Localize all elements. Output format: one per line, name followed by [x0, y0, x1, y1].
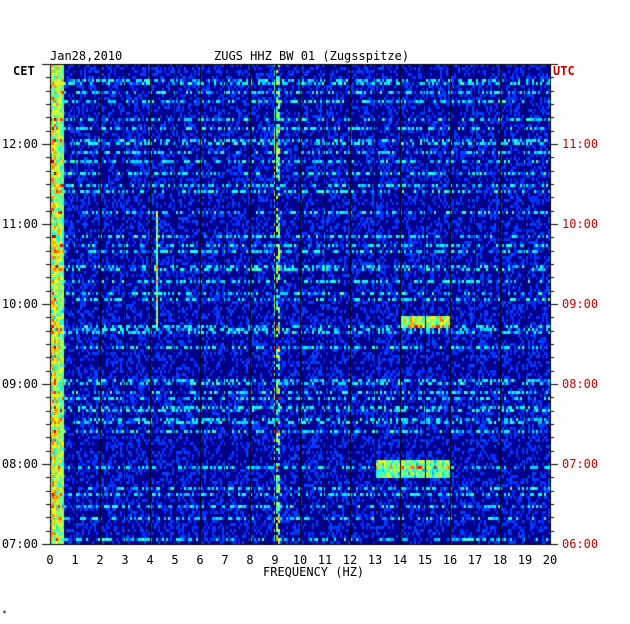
x-tick-label: 15 [417, 553, 433, 567]
x-tick-label: 19 [517, 553, 533, 567]
y-tick-label-right: 07:00 [562, 457, 599, 471]
x-tick-label: 0 [46, 553, 54, 567]
x-tick-label: 7 [221, 553, 229, 567]
x-tick-label: 13 [367, 553, 383, 567]
x-tick-label: 8 [246, 553, 254, 567]
x-axis-label: FREQUENCY (HZ) [263, 565, 365, 579]
footer-mark: * [2, 609, 7, 618]
x-tick-label: 2 [96, 553, 104, 567]
x-tick-label: 12 [342, 553, 358, 567]
x-tick-label: 5 [171, 553, 179, 567]
y-tick-label-left: 09:00 [1, 377, 38, 391]
y-tick-label-right: 10:00 [562, 217, 599, 231]
x-tick-label: 11 [317, 553, 333, 567]
x-tick-label: 16 [442, 553, 458, 567]
station-title: ZUGS HHZ BW 01 (Zugsspitze) [214, 49, 410, 63]
date-label: Jan28,2010 [50, 49, 123, 63]
x-tick-label: 18 [492, 553, 508, 567]
x-tick-label: 4 [146, 553, 154, 567]
x-tick-label: 14 [392, 553, 408, 567]
y-tick-label-left: 08:00 [1, 457, 38, 471]
cet-timezone-label: CET [13, 64, 35, 78]
y-tick-label-right: 06:00 [562, 537, 599, 551]
x-tick-label: 17 [467, 553, 483, 567]
y-tick-label-right: 11:00 [562, 137, 599, 151]
y-tick-label-left: 10:00 [1, 297, 38, 311]
x-tick-label: 10 [292, 553, 308, 567]
x-tick-label: 1 [71, 553, 79, 567]
x-tick-label: 3 [121, 553, 129, 567]
x-tick-label: 9 [271, 553, 279, 567]
y-tick-label-right: 09:00 [562, 297, 599, 311]
y-tick-label-left: 11:00 [1, 217, 38, 231]
x-tick-label: 6 [196, 553, 204, 567]
y-tick-label-right: 08:00 [562, 377, 599, 391]
x-tick-label: 20 [542, 553, 558, 567]
utc-timezone-label: UTC [553, 64, 575, 78]
y-tick-label-left: 07:00 [1, 537, 38, 551]
y-tick-label-left: 12:00 [1, 137, 38, 151]
